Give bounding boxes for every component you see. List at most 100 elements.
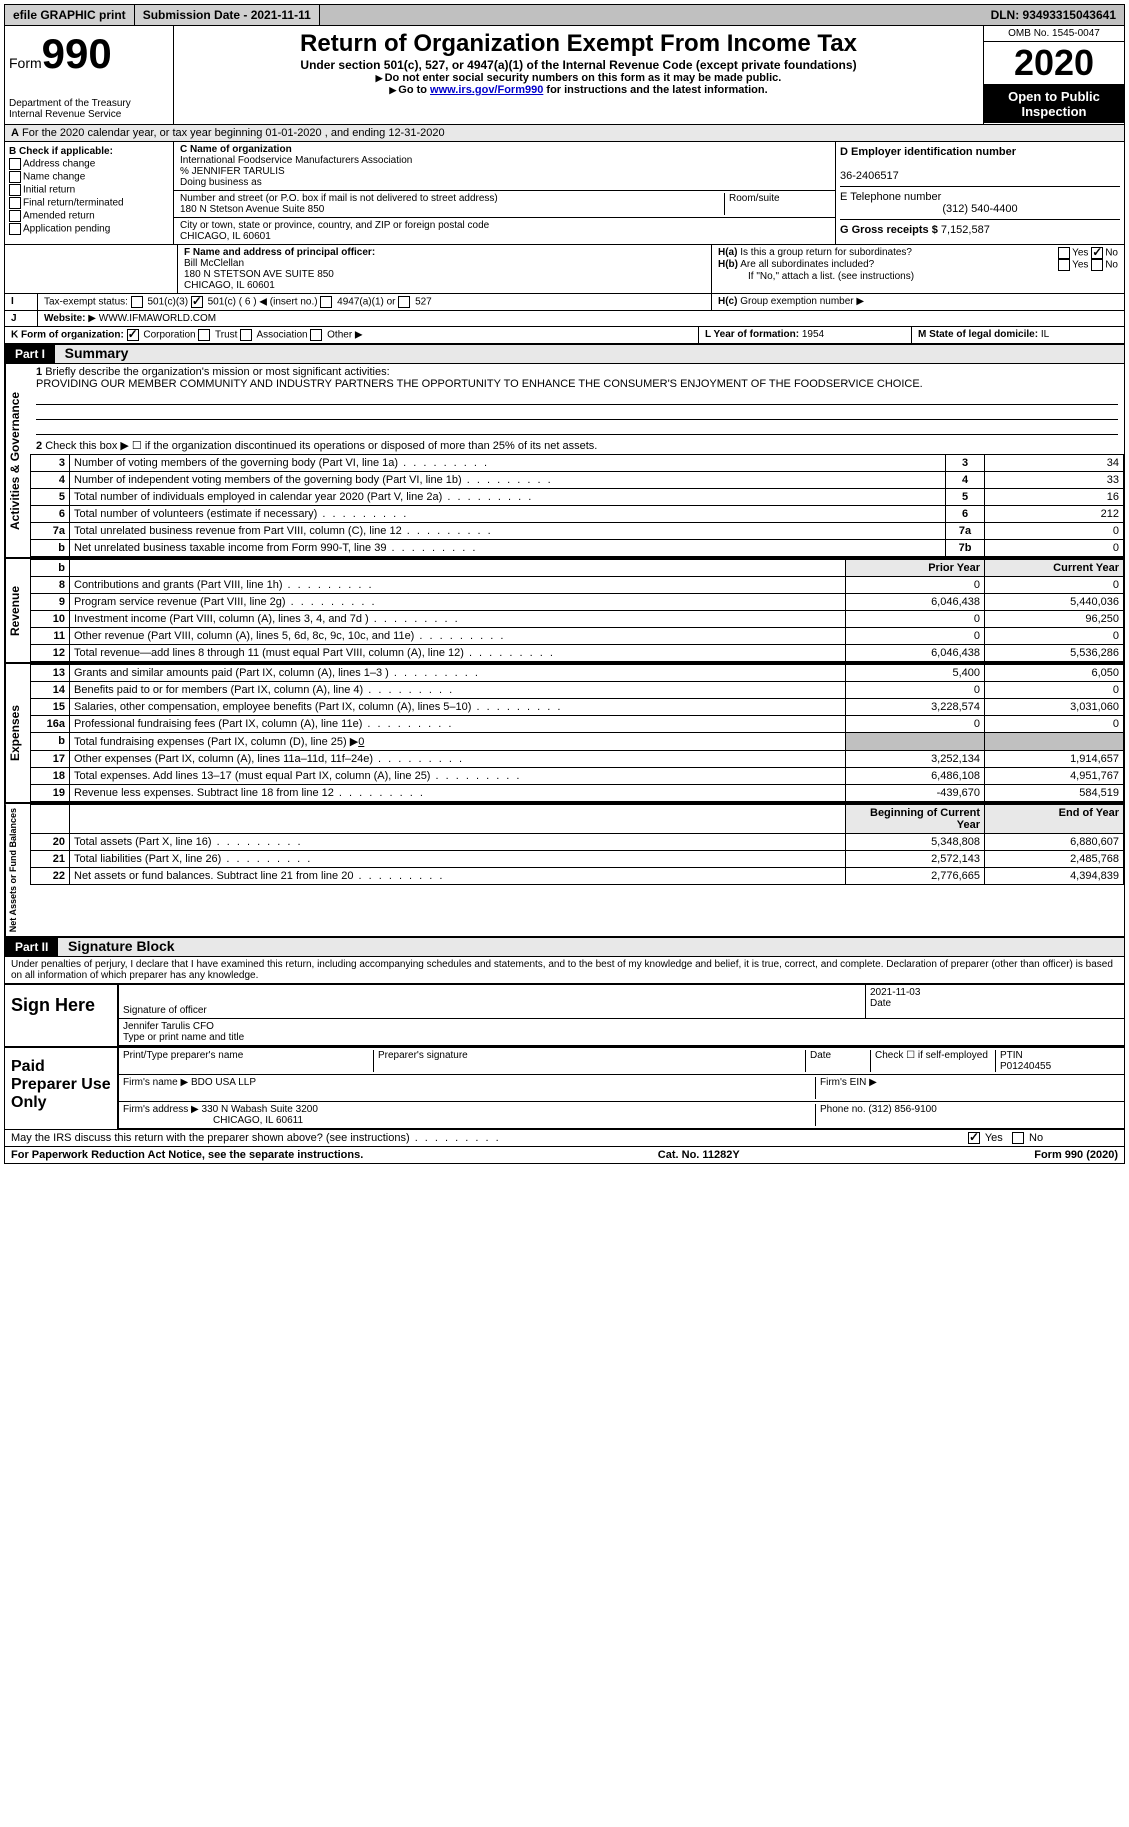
- tax-year: 2020: [984, 42, 1124, 85]
- part1-title: Summary: [59, 343, 135, 363]
- line20-label: Total assets (Part X, line 16): [70, 834, 846, 851]
- officer-addr1: 180 N STETSON AVE SUITE 850: [184, 269, 334, 280]
- col-prior-year: Prior Year: [846, 560, 985, 577]
- line14-current: 0: [985, 682, 1124, 699]
- checkbox-hb-yes[interactable]: [1058, 259, 1070, 271]
- checkbox-address-change[interactable]: [9, 158, 21, 170]
- line21-begin: 2,572,143: [846, 851, 985, 868]
- discontinued-label: Check this box ▶ ☐ if the organization d…: [45, 440, 597, 452]
- line13-prior: 5,400: [846, 665, 985, 682]
- phone-value: (312) 540-4400: [840, 203, 1120, 215]
- firm-city-value: CHICAGO, IL 60611: [123, 1115, 303, 1126]
- line6-label: Total number of volunteers (estimate if …: [70, 506, 946, 523]
- phone-label: E Telephone number: [840, 191, 941, 203]
- line10-label: Investment income (Part VIII, column (A)…: [70, 611, 846, 628]
- firm-phone-value: (312) 856-9100: [868, 1104, 936, 1115]
- checkbox-name-change[interactable]: [9, 171, 21, 183]
- website-value: WWW.IFMAWORLD.COM: [99, 313, 216, 324]
- section-a-tax-year: A For the 2020 calendar year, or tax yea…: [5, 125, 1124, 142]
- line18-label: Total expenses. Add lines 13–17 (must eq…: [70, 768, 846, 785]
- org-name: International Foodservice Manufacturers …: [180, 155, 412, 166]
- form-subtitle: Under section 501(c), 527, or 4947(a)(1)…: [178, 58, 979, 72]
- checkbox-discuss-no[interactable]: [1012, 1132, 1024, 1144]
- ein-label: D Employer identification number: [840, 146, 1016, 158]
- gross-receipts-label: G Gross receipts $: [840, 224, 938, 236]
- dept-treasury: Department of the Treasury: [9, 98, 169, 109]
- col-begin-year: Beginning of Current Year: [846, 805, 985, 834]
- checkbox-amended[interactable]: [9, 210, 21, 222]
- preparer-print-label: Print/Type preparer's name: [123, 1050, 374, 1072]
- ein-value: 36-2406517: [840, 170, 899, 182]
- line17-label: Other expenses (Part IX, column (A), lin…: [70, 751, 846, 768]
- form-word: Form: [9, 55, 42, 71]
- checkbox-501c[interactable]: [191, 296, 203, 308]
- open-public: Open to Public Inspection: [984, 85, 1124, 123]
- sig-name-label: Type or print name and title: [123, 1032, 244, 1043]
- line20-end: 6,880,607: [985, 834, 1124, 851]
- line9-current: 5,440,036: [985, 594, 1124, 611]
- checkbox-ha-no[interactable]: [1091, 247, 1103, 259]
- checkbox-association[interactable]: [240, 329, 252, 341]
- checkbox-application-pending[interactable]: [9, 223, 21, 235]
- city-state-zip: CHICAGO, IL 60601: [180, 231, 271, 242]
- checkbox-discuss-yes[interactable]: [968, 1132, 980, 1144]
- checkbox-initial-return[interactable]: [9, 184, 21, 196]
- checkbox-ha-yes[interactable]: [1058, 247, 1070, 259]
- tax-exempt-label: Tax-exempt status:: [44, 297, 128, 308]
- efile-print[interactable]: efile GRAPHIC print: [5, 5, 135, 25]
- checkbox-501c3[interactable]: [131, 296, 143, 308]
- officer-addr2: CHICAGO, IL 60601: [184, 280, 275, 291]
- submission-date: Submission Date - 2021-11-11: [135, 5, 320, 25]
- line11-prior: 0: [846, 628, 985, 645]
- part2-label: Part II: [5, 938, 58, 956]
- line8-current: 0: [985, 577, 1124, 594]
- firm-name-label: Firm's name ▶: [123, 1077, 188, 1088]
- subordinates-label: Are all subordinates included?: [740, 259, 874, 270]
- section-net-assets-label: Net Assets or Fund Balances: [5, 804, 30, 936]
- form-number: 990: [42, 30, 112, 77]
- checkbox-527[interactable]: [398, 296, 410, 308]
- group-exemption-label: Group exemption number: [740, 296, 853, 307]
- form-org-label: K Form of organization:: [11, 330, 124, 341]
- line22-begin: 2,776,665: [846, 868, 985, 885]
- preparer-sig-label: Preparer's signature: [374, 1050, 806, 1072]
- line11-label: Other revenue (Part VIII, column (A), li…: [70, 628, 846, 645]
- line13-current: 6,050: [985, 665, 1124, 682]
- preparer-date-label: Date: [806, 1050, 871, 1072]
- sig-date-label: Date: [870, 998, 891, 1009]
- footer-form: Form 990 (2020): [1034, 1149, 1118, 1161]
- line12-label: Total revenue—add lines 8 through 11 (mu…: [70, 645, 846, 662]
- city-label: City or town, state or province, country…: [180, 220, 489, 231]
- checkbox-corporation[interactable]: [127, 329, 139, 341]
- checkbox-4947[interactable]: [320, 296, 332, 308]
- line21-end: 2,485,768: [985, 851, 1124, 868]
- footer-catno: Cat. No. 11282Y: [658, 1149, 740, 1161]
- top-bar: efile GRAPHIC print Submission Date - 20…: [5, 5, 1124, 26]
- mission-label: Briefly describe the organization's miss…: [45, 366, 389, 378]
- checkbox-trust[interactable]: [198, 329, 210, 341]
- domicile-value: IL: [1041, 329, 1049, 340]
- firm-addr-value: 330 N Wabash Suite 3200: [202, 1104, 318, 1115]
- checkbox-other[interactable]: [310, 329, 322, 341]
- firm-addr-label: Firm's address ▶: [123, 1104, 199, 1115]
- dba-label: Doing business as: [180, 177, 262, 188]
- dln: DLN: 93493315043641: [983, 5, 1124, 25]
- irs-link[interactable]: www.irs.gov/Form990: [430, 84, 543, 96]
- sig-officer-label: Signature of officer: [123, 1005, 207, 1016]
- year-formation-value: 1954: [802, 329, 824, 340]
- line7a-label: Total unrelated business revenue from Pa…: [70, 523, 946, 540]
- checkbox-hb-no[interactable]: [1091, 259, 1103, 271]
- instruction-goto-post: for instructions and the latest informat…: [543, 84, 767, 96]
- website-label: Website:: [44, 313, 86, 324]
- street-address: 180 N Stetson Avenue Suite 850: [180, 204, 324, 215]
- care-of: % JENNIFER TARULIS: [180, 166, 285, 177]
- penalty-statement: Under penalties of perjury, I declare th…: [5, 957, 1124, 983]
- line14-prior: 0: [846, 682, 985, 699]
- line18-prior: 6,486,108: [846, 768, 985, 785]
- line16a-current: 0: [985, 716, 1124, 733]
- line14-label: Benefits paid to or for members (Part IX…: [70, 682, 846, 699]
- checkbox-final-return[interactable]: [9, 197, 21, 209]
- line21-label: Total liabilities (Part X, line 26): [70, 851, 846, 868]
- line4-label: Number of independent voting members of …: [70, 472, 946, 489]
- firm-ein-label: Firm's EIN ▶: [815, 1077, 1120, 1099]
